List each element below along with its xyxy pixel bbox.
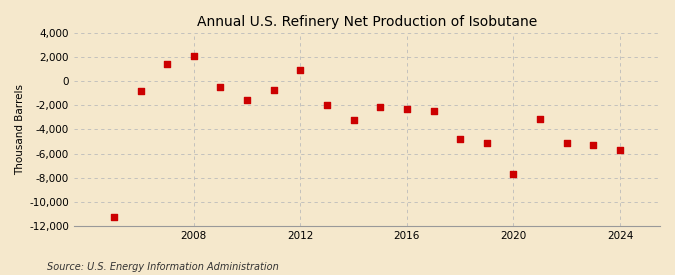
Point	[109, 215, 119, 220]
Point	[615, 148, 626, 152]
Point	[268, 87, 279, 92]
Point	[455, 137, 466, 141]
Point	[588, 143, 599, 147]
Point	[562, 141, 572, 145]
Point	[135, 89, 146, 93]
Point	[242, 98, 252, 103]
Point	[321, 103, 332, 108]
Point	[428, 109, 439, 114]
Point	[508, 172, 519, 176]
Point	[535, 116, 545, 121]
Point	[375, 104, 385, 109]
Point	[295, 68, 306, 73]
Point	[481, 141, 492, 145]
Point	[188, 54, 199, 58]
Title: Annual U.S. Refinery Net Production of Isobutane: Annual U.S. Refinery Net Production of I…	[197, 15, 537, 29]
Text: Source: U.S. Energy Information Administration: Source: U.S. Energy Information Administ…	[47, 262, 279, 272]
Point	[402, 107, 412, 111]
Point	[215, 85, 226, 89]
Point	[162, 62, 173, 67]
Y-axis label: Thousand Barrels: Thousand Barrels	[15, 84, 25, 175]
Point	[348, 118, 359, 122]
